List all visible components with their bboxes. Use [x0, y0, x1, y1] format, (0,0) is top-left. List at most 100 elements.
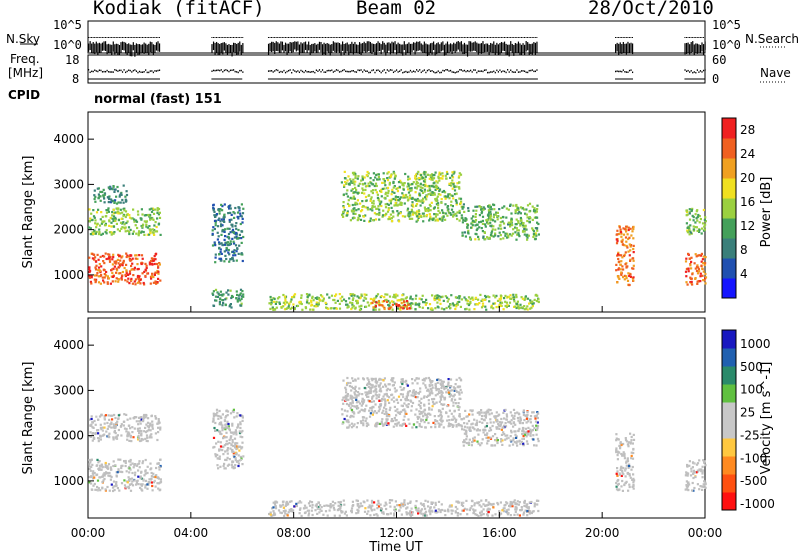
- vel-cell: [405, 379, 408, 382]
- vel-cell: [516, 416, 520, 420]
- vel-cell: [142, 420, 145, 423]
- power-cell: [240, 297, 243, 300]
- power-cell: [157, 207, 161, 211]
- power-cell: [432, 217, 435, 220]
- power-cell: [450, 194, 453, 197]
- vel-cell: [356, 391, 360, 394]
- power-cell: [688, 208, 691, 211]
- power-cell: [108, 260, 112, 263]
- power-cell: [360, 210, 363, 213]
- vel-cell: [221, 445, 224, 448]
- vel-cell: [137, 435, 140, 438]
- vel-cell: [455, 389, 458, 392]
- power-cell: [310, 299, 313, 302]
- power-cell: [108, 186, 111, 189]
- freq-dot: [306, 71, 308, 73]
- power-cell: [386, 194, 389, 197]
- freq-dot: [383, 69, 385, 71]
- vel-cell: [120, 464, 123, 468]
- vel-cell: [405, 382, 408, 385]
- vel-cell: [231, 431, 234, 434]
- nsearch-dot: [510, 37, 512, 38]
- vel-cell: [89, 424, 92, 427]
- power-cell: [471, 296, 474, 299]
- vel-cell: [94, 488, 97, 491]
- vel-cell: [131, 462, 134, 465]
- power-cell: [114, 199, 117, 202]
- vel-cell: [107, 414, 110, 417]
- vel-cell: [436, 420, 439, 423]
- power-cell: [357, 175, 360, 178]
- vel-cell: [140, 477, 144, 480]
- power-cell: [157, 213, 160, 216]
- nsky-bar: [397, 42, 399, 54]
- vel-cell: [423, 379, 426, 382]
- power-cell: [134, 257, 137, 260]
- vel-cell: [502, 411, 505, 414]
- power-cell: [408, 307, 411, 310]
- nsky-bar: [522, 43, 524, 53]
- vel-cell: [349, 416, 352, 419]
- power-cell: [383, 178, 386, 181]
- power-cell: [240, 203, 243, 206]
- vel-cell: [219, 415, 222, 418]
- vel-cell: [465, 441, 468, 445]
- power-cell: [535, 210, 538, 213]
- power-cell: [315, 301, 318, 304]
- nsearch-dot: [480, 37, 482, 38]
- vel-cell: [144, 486, 147, 489]
- power-cell: [346, 189, 349, 192]
- power-cell: [621, 238, 624, 241]
- vel-cell: [434, 383, 437, 387]
- power-cell: [370, 196, 373, 199]
- power-cell: [387, 171, 390, 174]
- power-cell: [476, 227, 479, 230]
- power-cell: [353, 191, 356, 194]
- vel-cell: [229, 412, 233, 415]
- power-cell: [418, 302, 421, 305]
- power-cell: [627, 228, 630, 232]
- power-cell: [417, 304, 420, 307]
- nsky-bar: [507, 44, 509, 56]
- vel-cell: [212, 417, 215, 420]
- power-cell: [236, 299, 239, 302]
- nsky-bar: [385, 44, 387, 56]
- nsky-bar: [380, 44, 382, 55]
- power-cell: [363, 296, 366, 299]
- power-cell: [97, 269, 100, 272]
- power-cell: [520, 219, 523, 222]
- vel-cell: [351, 404, 354, 407]
- vel-cell: [480, 409, 483, 412]
- power-cell: [372, 306, 375, 309]
- vel-cell: [99, 426, 102, 429]
- vel-cell: [107, 425, 110, 428]
- power-cell: [103, 197, 106, 200]
- power-cell: [98, 228, 101, 231]
- power-cell: [310, 304, 313, 307]
- power-cell: [371, 301, 374, 304]
- power-cell: [392, 295, 395, 299]
- nsky-bar: [125, 42, 127, 54]
- power-cell: [409, 213, 412, 216]
- power-cell: [149, 218, 152, 221]
- vel-cell: [455, 425, 458, 428]
- power-cell: [403, 300, 406, 303]
- vel-cell: [131, 484, 135, 487]
- vel-cell: [454, 402, 458, 405]
- freq-dot: [123, 69, 125, 71]
- power-cell: [501, 206, 504, 209]
- power-cell: [467, 209, 470, 212]
- power-cell: [701, 274, 704, 277]
- nsky-tick-top: 10^5: [53, 18, 82, 32]
- power-cell: [695, 269, 699, 273]
- nsearch-dot: [148, 37, 150, 38]
- vel-cell: [369, 407, 372, 410]
- vel-cell: [405, 396, 408, 400]
- power-cell: [417, 170, 420, 173]
- nsky-bar: [337, 42, 339, 52]
- power-cell: [218, 241, 221, 244]
- power-cell: [372, 298, 375, 301]
- power-cell: [237, 206, 240, 209]
- vel-cell: [454, 398, 457, 401]
- nsearch-dot: [476, 37, 478, 38]
